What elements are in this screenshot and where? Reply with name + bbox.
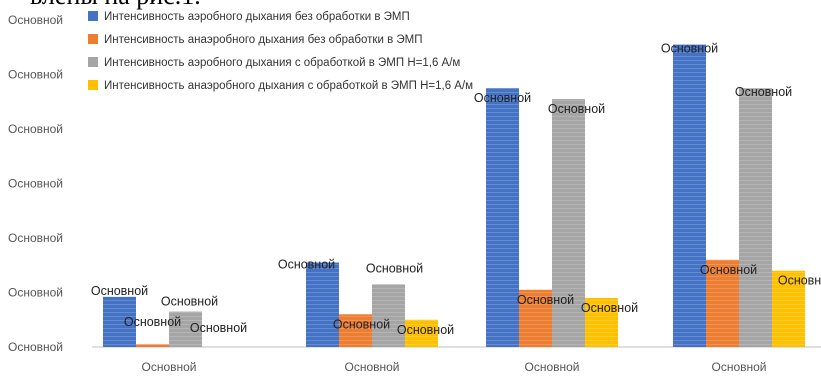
data-label: Основной [124, 315, 181, 329]
data-label: Основной [735, 85, 792, 99]
legend-label: Интенсивность анаэробного дыхания с обра… [104, 80, 473, 92]
legend-swatch [88, 80, 98, 90]
bar-texture [372, 284, 405, 347]
bar-texture [103, 296, 136, 347]
bar-texture [486, 88, 519, 347]
data-label: Основной [474, 91, 531, 105]
y-tick-label: Основной [8, 177, 63, 191]
legend-label: Интенсивность анаэробного дыхания без об… [104, 34, 423, 46]
bar-texture [739, 88, 772, 347]
data-label: Основной [190, 321, 247, 335]
data-label: Основной [517, 293, 574, 307]
data-label: Основной [91, 284, 148, 298]
bar-texture [136, 344, 169, 347]
bar-texture [673, 44, 706, 348]
bar-texture [552, 99, 585, 348]
bar-texture [169, 311, 202, 347]
x-tick-label: Основной [344, 360, 399, 374]
y-tick-label: Основной [8, 340, 63, 354]
bar-texture [772, 270, 805, 347]
x-tick-label: Основной [141, 360, 196, 374]
data-label: Основной [278, 258, 335, 272]
data-labels: Основной Основной Основной Основной Основной… [91, 42, 821, 337]
bar-texture [405, 319, 438, 347]
y-tick-label: Основной [8, 122, 63, 136]
legend-swatch [88, 11, 98, 21]
bar-texture [339, 314, 372, 347]
y-axis-tick-labels: Основной Основной Основной Основной Основной… [8, 13, 63, 354]
y-tick-label: Основной [8, 231, 63, 245]
data-label: Основной [778, 274, 821, 288]
bar-texture [519, 289, 552, 347]
y-tick-label: Основной [8, 68, 63, 82]
legend: Интенсивность аэробного дыхания без обра… [88, 11, 473, 92]
legend-swatch [88, 57, 98, 67]
bar-texture [706, 259, 739, 347]
data-label: Основной [661, 42, 718, 56]
document-text-fragment: влены на рис.1. [30, 0, 201, 11]
data-label: Основной [700, 263, 757, 277]
x-axis-tick-labels: Основной Основной Основной Основной [141, 360, 766, 374]
x-tick-label: Основной [524, 360, 579, 374]
bar-texture [306, 262, 339, 347]
x-tick-label: Основной [711, 360, 766, 374]
bar-texture [585, 297, 618, 347]
bars [103, 44, 805, 348]
legend-label: Интенсивность аэробного дыхания без обра… [104, 11, 410, 23]
y-tick-label: Основной [8, 13, 63, 27]
data-label: Основной [333, 317, 390, 331]
data-label: Основной [397, 323, 454, 337]
data-label: Основной [366, 261, 423, 275]
legend-swatch [88, 34, 98, 44]
legend-label: Интенсивность аэробного дыхания с обрабо… [104, 57, 460, 69]
data-label: Основной [581, 301, 638, 315]
data-label: Основной [161, 295, 218, 309]
data-label: Основной [548, 102, 605, 116]
y-tick-label: Основной [8, 286, 63, 300]
